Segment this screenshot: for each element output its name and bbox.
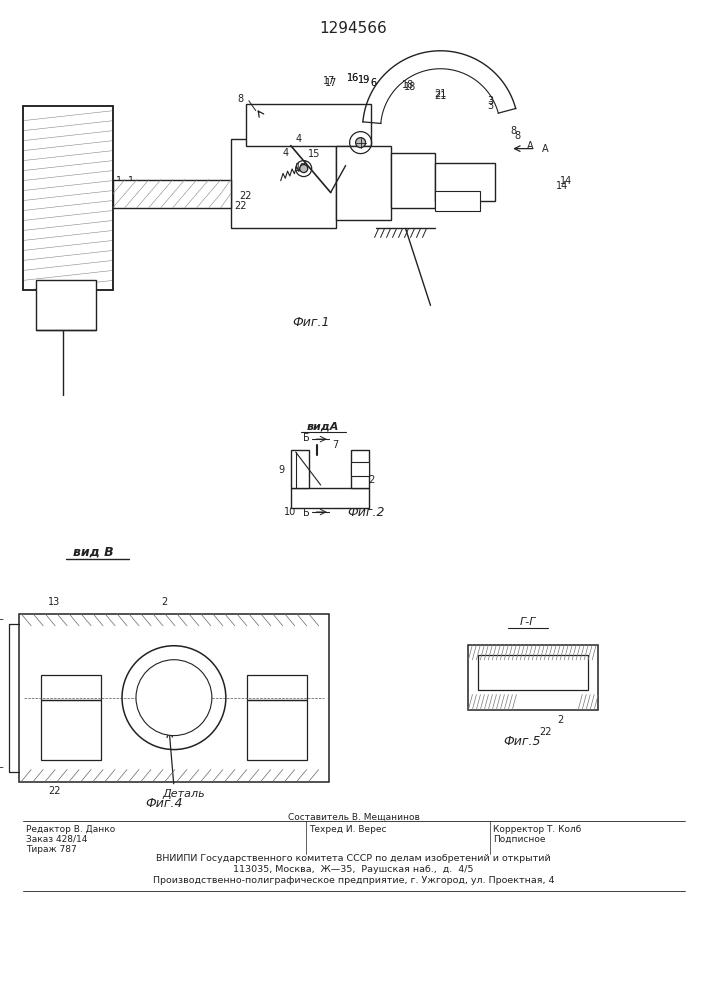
Bar — [351, 462, 368, 476]
Text: 2: 2 — [193, 196, 199, 206]
Text: Г: Г — [0, 619, 4, 629]
Circle shape — [136, 660, 212, 736]
Bar — [246, 104, 370, 146]
Text: Составитель В. Мещанинов: Составитель В. Мещанинов — [288, 813, 419, 822]
Text: 14: 14 — [560, 176, 573, 186]
Bar — [291, 450, 309, 488]
Text: Корректор Т. Колб: Корректор Т. Колб — [493, 825, 582, 834]
Text: 1: 1 — [128, 176, 134, 186]
Text: 1294566: 1294566 — [320, 21, 387, 36]
Circle shape — [300, 165, 308, 173]
Bar — [291, 488, 368, 508]
Bar — [390, 153, 436, 208]
Text: 21: 21 — [434, 89, 447, 99]
Text: 113035, Москва,  Ж—35,  Раушская наб.,  д.  4/5: 113035, Москва, Ж—35, Раушская наб., д. … — [233, 865, 474, 874]
Text: Деталь: Деталь — [163, 788, 205, 799]
Text: 12: 12 — [364, 475, 377, 485]
Bar — [41, 675, 101, 700]
Text: Подписное: Подписное — [493, 835, 546, 844]
Text: 19: 19 — [358, 75, 370, 85]
Text: 16: 16 — [346, 73, 358, 83]
Text: 6: 6 — [370, 78, 377, 88]
Text: 2: 2 — [196, 191, 202, 201]
Bar — [36, 280, 96, 330]
Text: Фиг.5: Фиг.5 — [503, 735, 541, 748]
Text: Г: Г — [0, 767, 4, 777]
Text: ВНИИПИ Государственного комитета СССР по делам изобретений и открытий: ВНИИПИ Государственного комитета СССР по… — [156, 854, 551, 863]
Text: Фиг.1: Фиг.1 — [292, 316, 329, 329]
Text: 8: 8 — [510, 126, 516, 136]
Text: 3: 3 — [487, 96, 493, 106]
Text: Б: Б — [303, 433, 310, 443]
Text: A: A — [542, 144, 549, 154]
Text: Производственно-полиграфическое предприятие, г. Ужгород, ул. Проектная, 4: Производственно-полиграфическое предприя… — [153, 876, 554, 885]
Bar — [41, 700, 101, 760]
Text: Редактор В. Данко: Редактор В. Данко — [26, 825, 115, 834]
Bar — [19, 614, 329, 782]
Bar — [351, 450, 368, 488]
Bar — [247, 675, 307, 700]
Text: 3: 3 — [487, 101, 493, 111]
Text: 22: 22 — [539, 727, 551, 737]
Text: 17: 17 — [325, 78, 337, 88]
Text: Техред И. Верес: Техред И. Верес — [309, 825, 386, 834]
Text: 14: 14 — [556, 181, 568, 191]
Text: 18: 18 — [404, 82, 416, 92]
Text: 16: 16 — [346, 73, 358, 83]
Text: 2: 2 — [557, 715, 563, 725]
Bar — [230, 139, 336, 228]
Bar — [247, 700, 307, 760]
Text: 4: 4 — [296, 134, 302, 144]
Text: Заказ 428/14: Заказ 428/14 — [26, 835, 88, 844]
Text: 17: 17 — [322, 76, 335, 86]
Text: 2: 2 — [160, 597, 167, 607]
Text: 22: 22 — [235, 201, 247, 211]
Text: 1: 1 — [116, 176, 122, 186]
Text: вид В: вид В — [73, 545, 113, 558]
Text: 22: 22 — [240, 191, 252, 201]
Text: 19: 19 — [358, 75, 370, 85]
Text: Г-Г: Г-Г — [520, 617, 537, 627]
Text: Фиг.2: Фиг.2 — [347, 506, 385, 519]
Text: 13: 13 — [48, 597, 60, 607]
Text: 18: 18 — [402, 80, 414, 90]
Bar — [479, 655, 588, 690]
Text: Б: Б — [303, 508, 310, 518]
Text: 11: 11 — [356, 488, 369, 498]
Text: 4: 4 — [283, 148, 288, 158]
Text: видА: видА — [306, 421, 339, 431]
Text: 8: 8 — [514, 131, 520, 141]
Text: 15: 15 — [308, 149, 320, 159]
Bar — [113, 180, 230, 208]
Circle shape — [356, 138, 366, 148]
Text: Тираж 787: Тираж 787 — [26, 845, 77, 854]
Text: 9: 9 — [279, 465, 285, 475]
Bar — [436, 163, 496, 201]
Bar — [336, 146, 390, 220]
Text: 22: 22 — [48, 786, 60, 796]
Text: 7: 7 — [332, 440, 339, 450]
Text: 10: 10 — [284, 507, 296, 517]
Text: 6: 6 — [370, 78, 377, 88]
Text: 8: 8 — [238, 94, 244, 104]
Text: A: A — [527, 141, 534, 151]
Text: Фиг.4: Фиг.4 — [145, 797, 182, 810]
Bar — [469, 645, 598, 710]
Text: 15: 15 — [295, 163, 307, 173]
Bar — [23, 106, 113, 290]
Text: 21: 21 — [434, 91, 447, 101]
Bar — [436, 191, 480, 211]
